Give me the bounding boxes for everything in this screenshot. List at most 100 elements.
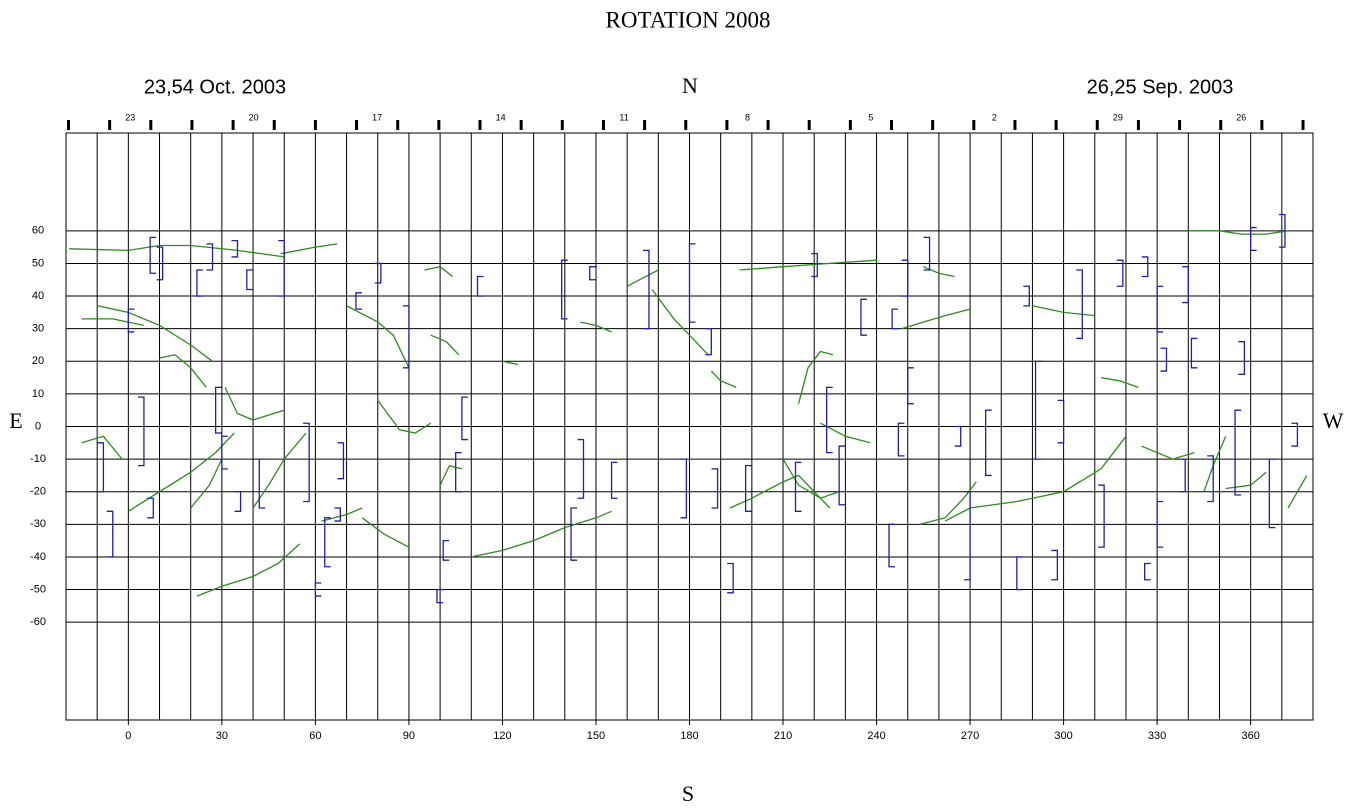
filament <box>81 435 123 460</box>
filament <box>1032 305 1095 317</box>
bracket <box>476 275 484 297</box>
bracket <box>1016 556 1023 591</box>
bracket <box>1051 549 1059 581</box>
filament <box>280 243 338 255</box>
bracket <box>901 259 909 297</box>
y-tick-label: -20 <box>30 486 46 498</box>
day-label: 20 <box>249 112 259 122</box>
bracket <box>1268 458 1276 529</box>
bracket <box>355 292 362 310</box>
x-tick-label: 210 <box>774 730 792 742</box>
bracket <box>907 367 914 405</box>
bracket <box>923 236 931 271</box>
end-date: 26,25 Sep. 2003 <box>1087 76 1234 98</box>
bracket <box>610 461 618 499</box>
bracket <box>221 435 228 470</box>
bracket <box>838 445 846 506</box>
y-tick-label: 20 <box>32 355 44 367</box>
bracket <box>1141 256 1149 278</box>
bracket <box>442 539 450 561</box>
bracket <box>1190 337 1198 369</box>
bracket <box>1076 269 1083 340</box>
y-tick-label: 30 <box>32 323 44 335</box>
bracket <box>374 262 382 284</box>
day-label: 11 <box>619 112 628 122</box>
filament <box>797 350 834 404</box>
bracket <box>561 259 568 320</box>
bracket <box>860 298 867 336</box>
x-tick-label: 300 <box>1054 730 1072 742</box>
bracket <box>1179 458 1186 493</box>
filament <box>1225 471 1267 490</box>
bracket <box>1182 266 1189 304</box>
filament <box>377 400 432 434</box>
bracket <box>1234 409 1242 496</box>
filament <box>190 458 223 509</box>
bracket <box>744 464 752 512</box>
filament <box>471 510 612 558</box>
filament <box>1141 445 1195 460</box>
bracket <box>1144 562 1151 581</box>
bracket <box>278 239 285 297</box>
bracket <box>147 497 154 519</box>
filament <box>626 269 659 287</box>
filament <box>361 517 410 548</box>
bracket <box>455 451 462 493</box>
filament <box>901 308 971 330</box>
filament <box>81 318 145 327</box>
bracket <box>303 422 310 503</box>
bracket <box>1023 285 1030 307</box>
day-label: 23 <box>125 112 135 122</box>
bracket <box>688 243 696 323</box>
bracket <box>206 243 214 271</box>
filament <box>252 432 307 509</box>
bracket <box>985 409 992 477</box>
bracket <box>1207 455 1214 503</box>
bracket <box>570 507 578 561</box>
y-tick-label: 0 <box>35 420 41 432</box>
bracket <box>1291 422 1299 447</box>
y-tick-label: -40 <box>30 551 46 563</box>
bracket <box>231 239 239 258</box>
x-tick-label: 330 <box>1148 730 1166 742</box>
bracket <box>402 305 410 369</box>
bracket <box>642 249 650 330</box>
filament <box>159 354 207 388</box>
filament <box>820 422 871 444</box>
bracket <box>1098 484 1105 548</box>
bracket <box>436 588 443 604</box>
bracket <box>258 458 266 509</box>
bracket <box>811 253 818 278</box>
filament <box>196 543 301 597</box>
bracket <box>214 386 222 434</box>
x-tick-label: 60 <box>309 730 321 742</box>
bracket <box>888 523 896 568</box>
bracket <box>106 510 114 558</box>
filament <box>97 305 213 362</box>
day-label: 26 <box>1236 112 1246 122</box>
bracket <box>727 562 734 594</box>
bracket <box>314 582 322 597</box>
filament <box>502 360 519 366</box>
filament <box>424 266 454 278</box>
south-label: S <box>682 781 694 806</box>
bracket <box>589 266 596 281</box>
bracket <box>156 246 164 281</box>
y-tick-label: 60 <box>32 225 44 237</box>
bracket <box>705 328 712 356</box>
bracket <box>461 396 468 441</box>
north-label: N <box>682 73 698 98</box>
day-label: 29 <box>1113 112 1123 122</box>
filament <box>1188 230 1289 235</box>
filament <box>782 458 840 499</box>
day-label: 14 <box>496 112 506 122</box>
bracket <box>577 438 585 499</box>
filament <box>430 334 460 356</box>
day-label: 2 <box>992 112 997 122</box>
bracket <box>246 269 253 291</box>
bracket <box>1116 259 1124 287</box>
x-tick-label: 0 <box>125 730 131 742</box>
x-tick-label: 150 <box>587 730 605 742</box>
y-tick-label: -10 <box>30 453 46 465</box>
